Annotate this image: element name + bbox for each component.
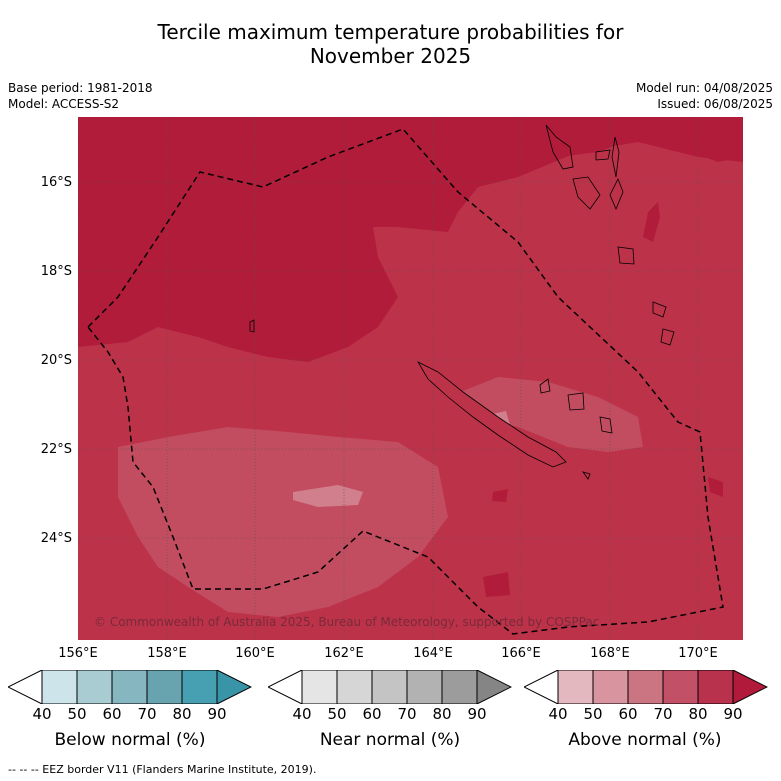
cbar-above-swatch-5: [697, 670, 734, 704]
vanuatu-island-7: [652, 301, 667, 318]
above-normal-label: Above normal (%): [568, 730, 722, 750]
region-above-90-patch: [643, 202, 660, 242]
lat-label-16s: 16°S: [40, 175, 72, 190]
map-svg: © Commonwealth of Australia 2025, Bureau…: [77, 117, 743, 640]
small-island: [582, 471, 591, 480]
lat-label-22s: 22°S: [40, 442, 72, 457]
tick-above-90: 90: [723, 705, 743, 723]
model-name: Model: ACCESS-S2: [8, 97, 120, 111]
lon-label-170e: 170°E: [678, 646, 718, 661]
cbar-below-swatch-6: [216, 670, 252, 704]
vanuatu-island-2: [595, 149, 611, 161]
region-above-90-north: [78, 117, 743, 362]
region-above-90-small: [492, 489, 508, 502]
tick-above-40: 40: [548, 705, 568, 723]
near-normal-label: Near normal (%): [319, 730, 461, 750]
cbar-below-swatch-1: [41, 670, 78, 704]
region-above-60-patch: [293, 485, 363, 507]
lon-label-164e: 164°E: [413, 646, 453, 661]
eez-footnote: -- -- -- EEZ border V11 (Flanders Marine…: [8, 763, 317, 776]
tick-near-90: 90: [467, 705, 487, 723]
colorbar-above-normal: [524, 670, 768, 704]
loyalty-island-3: [599, 416, 613, 434]
vanuatu-island-4: [572, 176, 601, 210]
title-line-2: November 2025: [309, 44, 472, 68]
region-above-90-ne: [538, 117, 743, 162]
tick-below-40: 40: [32, 705, 52, 723]
lon-label-156e: 156°E: [58, 646, 98, 661]
tick-above-60: 60: [618, 705, 638, 723]
cbar-near-swatch-0: [268, 670, 303, 704]
colorbar-near-normal: [268, 670, 512, 704]
lon-label-162e: 162°E: [324, 646, 364, 661]
cbar-near-swatch-6: [476, 670, 512, 704]
vanuatu-island-6: [617, 246, 635, 265]
region-above-90-south: [483, 572, 510, 597]
vanuatu-island-5: [609, 178, 624, 211]
cbar-below-swatch-2: [76, 670, 113, 704]
lon-label-168e: 168°E: [590, 646, 630, 661]
tick-near-50: 50: [327, 705, 347, 723]
loyalty-island-2: [567, 392, 585, 411]
cbar-near-swatch-3: [371, 670, 408, 704]
islet: [249, 319, 255, 333]
cbar-near-swatch-5: [441, 670, 478, 704]
title-line-1: Tercile maximum temperature probabilitie…: [157, 20, 624, 44]
cbar-near-swatch-2: [336, 670, 373, 704]
cbar-near-swatch-1: [301, 670, 338, 704]
model-run: Model run: 04/08/2025: [635, 81, 773, 95]
issued-date: Issued: 06/08/2025: [657, 97, 773, 111]
lon-label-160e: 160°E: [235, 646, 275, 661]
tick-near-80: 80: [432, 705, 452, 723]
tick-below-90: 90: [207, 705, 227, 723]
tick-below-50: 50: [67, 705, 87, 723]
lon-label-158e: 158°E: [147, 646, 187, 661]
cbar-above-swatch-1: [557, 670, 594, 704]
cbar-above-swatch-3: [627, 670, 664, 704]
tick-near-40: 40: [292, 705, 312, 723]
chart-title: Tercile maximum temperature probabilitie…: [0, 20, 781, 68]
tick-near-60: 60: [362, 705, 382, 723]
base-period: Base period: 1981-2018: [8, 81, 153, 95]
vanuatu-island-3: [611, 136, 620, 178]
cbar-above-swatch-4: [662, 670, 699, 704]
cbar-above-swatch-6: [732, 670, 768, 704]
cbar-above-swatch-0: [524, 670, 559, 704]
cbar-above-swatch-2: [592, 670, 629, 704]
cbar-below-swatch-3: [111, 670, 148, 704]
vanuatu-island-1: [545, 124, 574, 170]
region-above-90-east: [708, 477, 723, 497]
colorbar-below-normal: [8, 670, 252, 704]
new-caledonia-island: [416, 361, 567, 468]
tick-below-60: 60: [102, 705, 122, 723]
cbar-near-swatch-4: [406, 670, 443, 704]
meta-left: Base period: 1981-2018 Model: ACCESS-S2: [8, 80, 153, 112]
cbar-below-swatch-4: [146, 670, 183, 704]
cbar-below-swatch-5: [181, 670, 218, 704]
cbar-below-swatch-0: [8, 670, 43, 704]
lat-label-18s: 18°S: [40, 264, 72, 279]
region-above-70-southwest: [118, 427, 448, 617]
lat-label-20s: 20°S: [40, 353, 72, 368]
copyright-text: © Commonwealth of Australia 2025, Bureau…: [94, 615, 599, 629]
meta-right: Model run: 04/08/2025 Issued: 06/08/2025: [636, 80, 773, 112]
tick-near-70: 70: [397, 705, 417, 723]
tick-below-80: 80: [172, 705, 192, 723]
below-normal-label: Below normal (%): [54, 730, 206, 750]
lon-label-166e: 166°E: [501, 646, 541, 661]
tick-below-70: 70: [137, 705, 157, 723]
vanuatu-island-8: [660, 328, 675, 346]
lat-label-24s: 24°S: [40, 531, 72, 546]
loyalty-island-1: [539, 378, 551, 394]
region-above-70-central: [448, 377, 643, 452]
tick-above-70: 70: [653, 705, 673, 723]
tick-above-80: 80: [688, 705, 708, 723]
map: © Commonwealth of Australia 2025, Bureau…: [77, 117, 743, 640]
tick-above-50: 50: [583, 705, 603, 723]
